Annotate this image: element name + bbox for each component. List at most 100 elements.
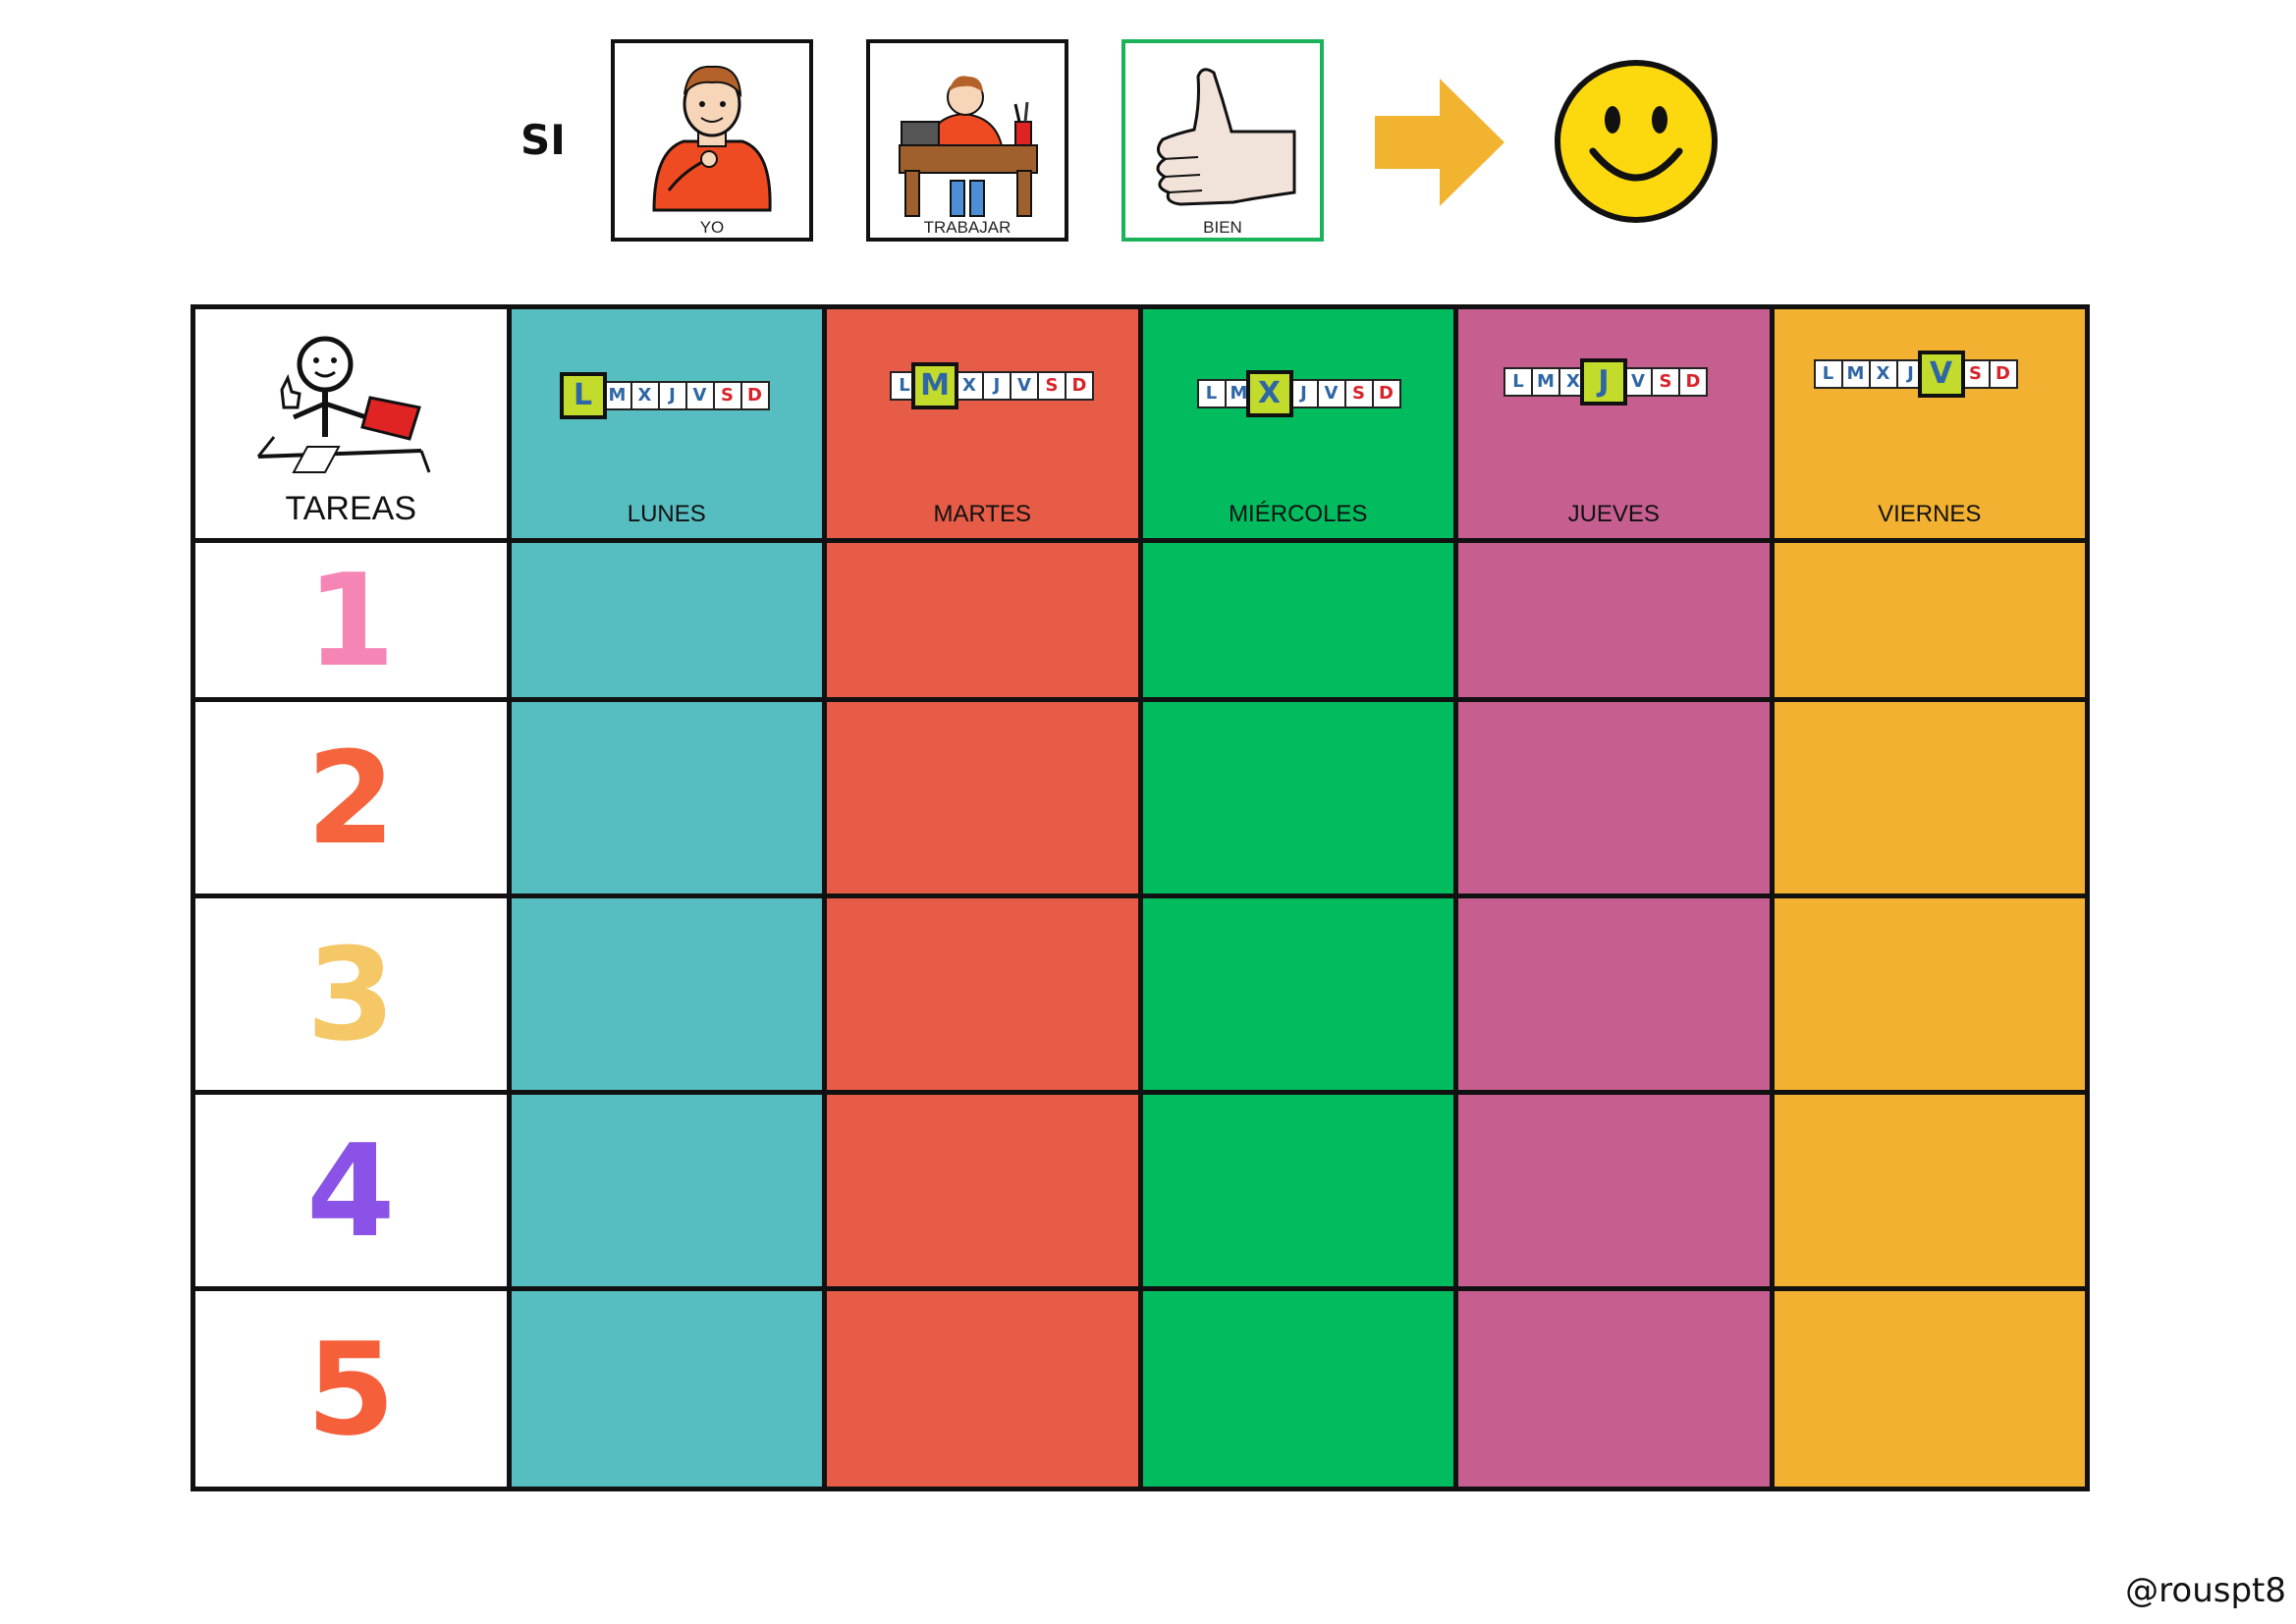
weekday-letter: L [559, 372, 607, 419]
task-day-cell [1453, 1286, 1775, 1491]
task-day-cell [1453, 1090, 1775, 1291]
person-doing-tasks-icon [256, 336, 431, 473]
weekday-letter: M [1531, 367, 1560, 397]
task-day-cell [1137, 697, 1458, 898]
weekday-letter: X [1868, 359, 1898, 389]
task-day-cell [822, 1286, 1143, 1491]
pictogram-bien: BIEN [1121, 39, 1324, 242]
weekday-letter: D [1371, 379, 1401, 408]
task-number: 3 [306, 919, 396, 1069]
weekday-letter: L [1196, 379, 1227, 408]
weekday-letter: J [1580, 358, 1627, 406]
task-row: 2 [191, 697, 2090, 898]
task-number: 4 [306, 1115, 396, 1266]
smiley-face-icon [1555, 60, 1718, 223]
task-day-cell [1453, 893, 1775, 1095]
weekday-letter: S [712, 381, 742, 410]
task-number-cell: 3 [191, 893, 512, 1095]
task-row: 5 [191, 1286, 2090, 1491]
day-name: MIÉRCOLES [1229, 501, 1368, 527]
task-day-cell [1453, 697, 1775, 898]
si-label: SI [520, 116, 566, 164]
task-day-cell [822, 893, 1143, 1095]
weekday-letter: V [1623, 367, 1653, 397]
weekday-letter: V [1917, 351, 1965, 398]
weekday-letter: X [629, 381, 660, 410]
weekday-letter: S [1343, 379, 1374, 408]
task-day-cell [1769, 697, 2090, 898]
tareas-label: TAREAS [285, 490, 416, 527]
task-number-cell: 5 [191, 1286, 512, 1491]
task-day-cell [1137, 1090, 1458, 1291]
pictogram-caption: BIEN [1203, 218, 1242, 237]
task-day-cell [1769, 893, 2090, 1095]
task-day-cell [822, 538, 1143, 702]
task-number: 2 [306, 723, 396, 873]
boy-working-at-desk-icon [899, 76, 1038, 217]
weekday-letter: M [1840, 359, 1871, 389]
thumbs-up-icon [1156, 68, 1296, 206]
pictogram-trabajar: TRABAJAR [866, 39, 1068, 242]
pictogram-caption: TRABAJAR [923, 218, 1011, 237]
pictogram-caption: YO [699, 218, 725, 237]
boy-pointing-self-icon [652, 65, 772, 212]
weekday-letter: M [602, 381, 632, 410]
task-day-cell [1453, 538, 1775, 702]
task-day-cell [1137, 893, 1458, 1095]
task-day-cell [506, 1090, 827, 1291]
weekday-letter: J [1288, 379, 1319, 408]
weekday-letter: M [911, 362, 958, 409]
day-name: VIERNES [1878, 501, 1982, 527]
task-row: 3 [191, 893, 2090, 1095]
right-arrow-icon [1375, 79, 1504, 206]
task-day-cell [1769, 538, 2090, 702]
task-number-cell: 4 [191, 1090, 512, 1291]
task-day-cell [506, 893, 827, 1095]
weekday-letter: D [1988, 359, 2018, 389]
task-row: 4 [191, 1090, 2090, 1291]
task-day-cell [506, 1286, 827, 1491]
weekday-letter: D [1678, 367, 1708, 397]
day-name: JUEVES [1567, 501, 1660, 527]
task-number: 5 [306, 1314, 396, 1464]
weekday-letter: J [982, 371, 1011, 401]
weekday-letter: L [1813, 359, 1843, 389]
weekday-letter: V [684, 381, 715, 410]
task-day-cell [1137, 538, 1458, 702]
task-number-cell: 1 [191, 538, 512, 702]
weekday-letter: D [1065, 371, 1094, 401]
weekday-letter: X [955, 371, 984, 401]
weekday-letter: S [1960, 359, 1991, 389]
weekday-letter: V [1010, 371, 1039, 401]
task-row: 1 [191, 538, 2090, 702]
task-day-cell [822, 697, 1143, 898]
pictogram-yo: YO [611, 39, 813, 242]
task-day-cell [1769, 1090, 2090, 1291]
day-name: MARTES [933, 501, 1032, 527]
tareas-header-cell: TAREAS [191, 304, 512, 543]
task-number-cell: 2 [191, 697, 512, 898]
weekday-letter: S [1037, 371, 1066, 401]
weekday-letter: S [1651, 367, 1680, 397]
weekday-letter: D [739, 381, 770, 410]
author-credit: @rouspt8 [2125, 1571, 2286, 1610]
task-number: 1 [306, 545, 396, 695]
weekday-letter: X [1245, 370, 1293, 417]
task-day-cell [1769, 1286, 2090, 1491]
weekday-letter: V [1316, 379, 1346, 408]
task-day-cell [1137, 1286, 1458, 1491]
day-name: LUNES [627, 501, 706, 527]
task-day-cell [822, 1090, 1143, 1291]
task-day-cell [506, 697, 827, 898]
